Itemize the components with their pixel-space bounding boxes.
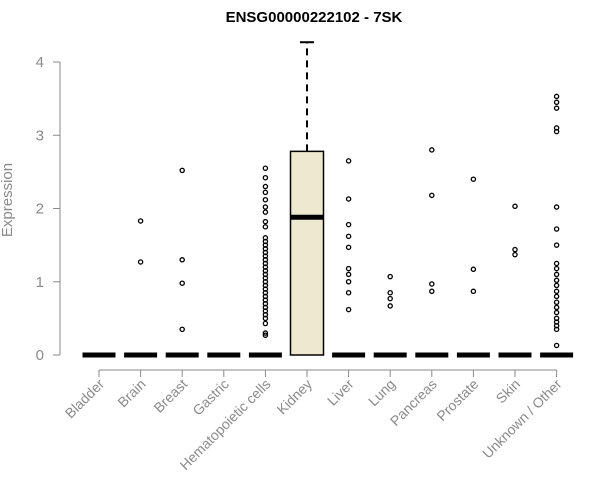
outlier-point <box>553 271 560 278</box>
box-prostate <box>456 176 490 358</box>
y-tick-label: 0 <box>36 347 44 364</box>
outlier-point <box>345 158 352 164</box>
box-brain <box>124 218 158 358</box>
outlier-point <box>345 306 352 313</box>
x-tick-label: Bladder <box>62 376 108 422</box>
outlier-point <box>512 246 518 253</box>
box-series <box>82 41 574 358</box>
outlier-point <box>470 266 477 273</box>
outlier-point <box>553 99 560 106</box>
x-tick-label: Liver <box>324 376 357 409</box>
outlier-point <box>553 125 560 131</box>
x-tick-label: Brain <box>114 376 148 410</box>
chart-title: ENSG00000222102 - 7SK <box>226 9 403 26</box>
outlier-point <box>387 273 393 280</box>
x-tick-label: Unknown / Other <box>479 376 565 462</box>
outlier-point <box>345 244 352 251</box>
iqr-box <box>289 150 325 356</box>
y-tick-label: 4 <box>36 54 44 71</box>
outlier-point <box>553 288 560 295</box>
outlier-point <box>262 209 269 215</box>
outlier-point <box>553 342 560 349</box>
outlier-point <box>512 251 518 258</box>
outlier-point <box>179 257 185 263</box>
box-hematopoietic-cells <box>248 165 282 358</box>
outlier-point <box>512 203 518 210</box>
x-tick-label: Kidney <box>274 376 316 418</box>
outlier-point <box>429 147 435 153</box>
outlier-point <box>345 289 352 296</box>
outlier-point <box>262 224 269 230</box>
outlier-point <box>553 260 560 267</box>
outlier-point <box>553 93 560 100</box>
box-breast <box>165 167 199 358</box>
outlier-point <box>429 281 435 287</box>
outlier-point <box>470 288 477 295</box>
outlier-point <box>387 295 393 302</box>
outlier-point <box>262 183 269 190</box>
box-lung <box>373 273 407 358</box>
outlier-point <box>387 303 393 309</box>
x-tick-label: Skin <box>493 376 524 407</box>
outlier-point <box>262 196 269 203</box>
outlier-point <box>553 299 560 306</box>
outlier-point <box>553 309 560 316</box>
outlier-point <box>262 165 269 171</box>
outlier-point <box>553 282 560 289</box>
outlier-point <box>553 226 560 232</box>
box-pancreas <box>415 147 449 358</box>
outlier-point <box>470 176 477 182</box>
outlier-point <box>262 174 269 181</box>
y-axis-label: Expression <box>0 163 16 237</box>
outlier-point <box>179 280 185 286</box>
outlier-point <box>553 304 560 311</box>
outlier-point <box>345 196 352 202</box>
outlier-point <box>553 105 560 111</box>
outlier-point <box>345 265 352 272</box>
outlier-point <box>345 271 352 278</box>
outlier-point <box>262 332 269 338</box>
outlier-point <box>553 265 560 272</box>
outlier-point <box>262 189 269 196</box>
outlier-point <box>345 221 352 228</box>
outlier-point <box>553 242 560 248</box>
outlier-point <box>179 167 185 174</box>
outlier-point <box>262 320 269 327</box>
y-tick-label: 2 <box>36 201 44 218</box>
outlier-point <box>387 289 393 296</box>
box-unknown-other <box>540 93 574 358</box>
box-liver <box>332 158 366 358</box>
outlier-point <box>262 235 269 241</box>
outlier-point <box>429 288 435 295</box>
outlier-point <box>262 330 269 336</box>
x-tick-label: Prostate <box>433 376 481 424</box>
outlier-point <box>179 326 185 333</box>
outlier-point <box>137 218 144 224</box>
box-kidney <box>289 41 325 356</box>
box-skin <box>498 203 532 358</box>
y-tick-label: 1 <box>36 274 44 291</box>
outlier-point <box>262 204 269 210</box>
outlier-point <box>345 233 352 240</box>
outlier-point <box>553 277 560 284</box>
y-tick-label: 3 <box>36 127 44 144</box>
x-tick-label: Breast <box>150 376 190 416</box>
outlier-point <box>137 259 144 265</box>
outlier-point <box>429 192 435 199</box>
x-tick-label: Lung <box>365 376 398 409</box>
outlier-point <box>553 293 560 300</box>
outlier-point <box>262 218 269 225</box>
outlier-point <box>553 204 560 210</box>
outlier-point <box>345 278 352 285</box>
outlier-point <box>553 315 560 322</box>
